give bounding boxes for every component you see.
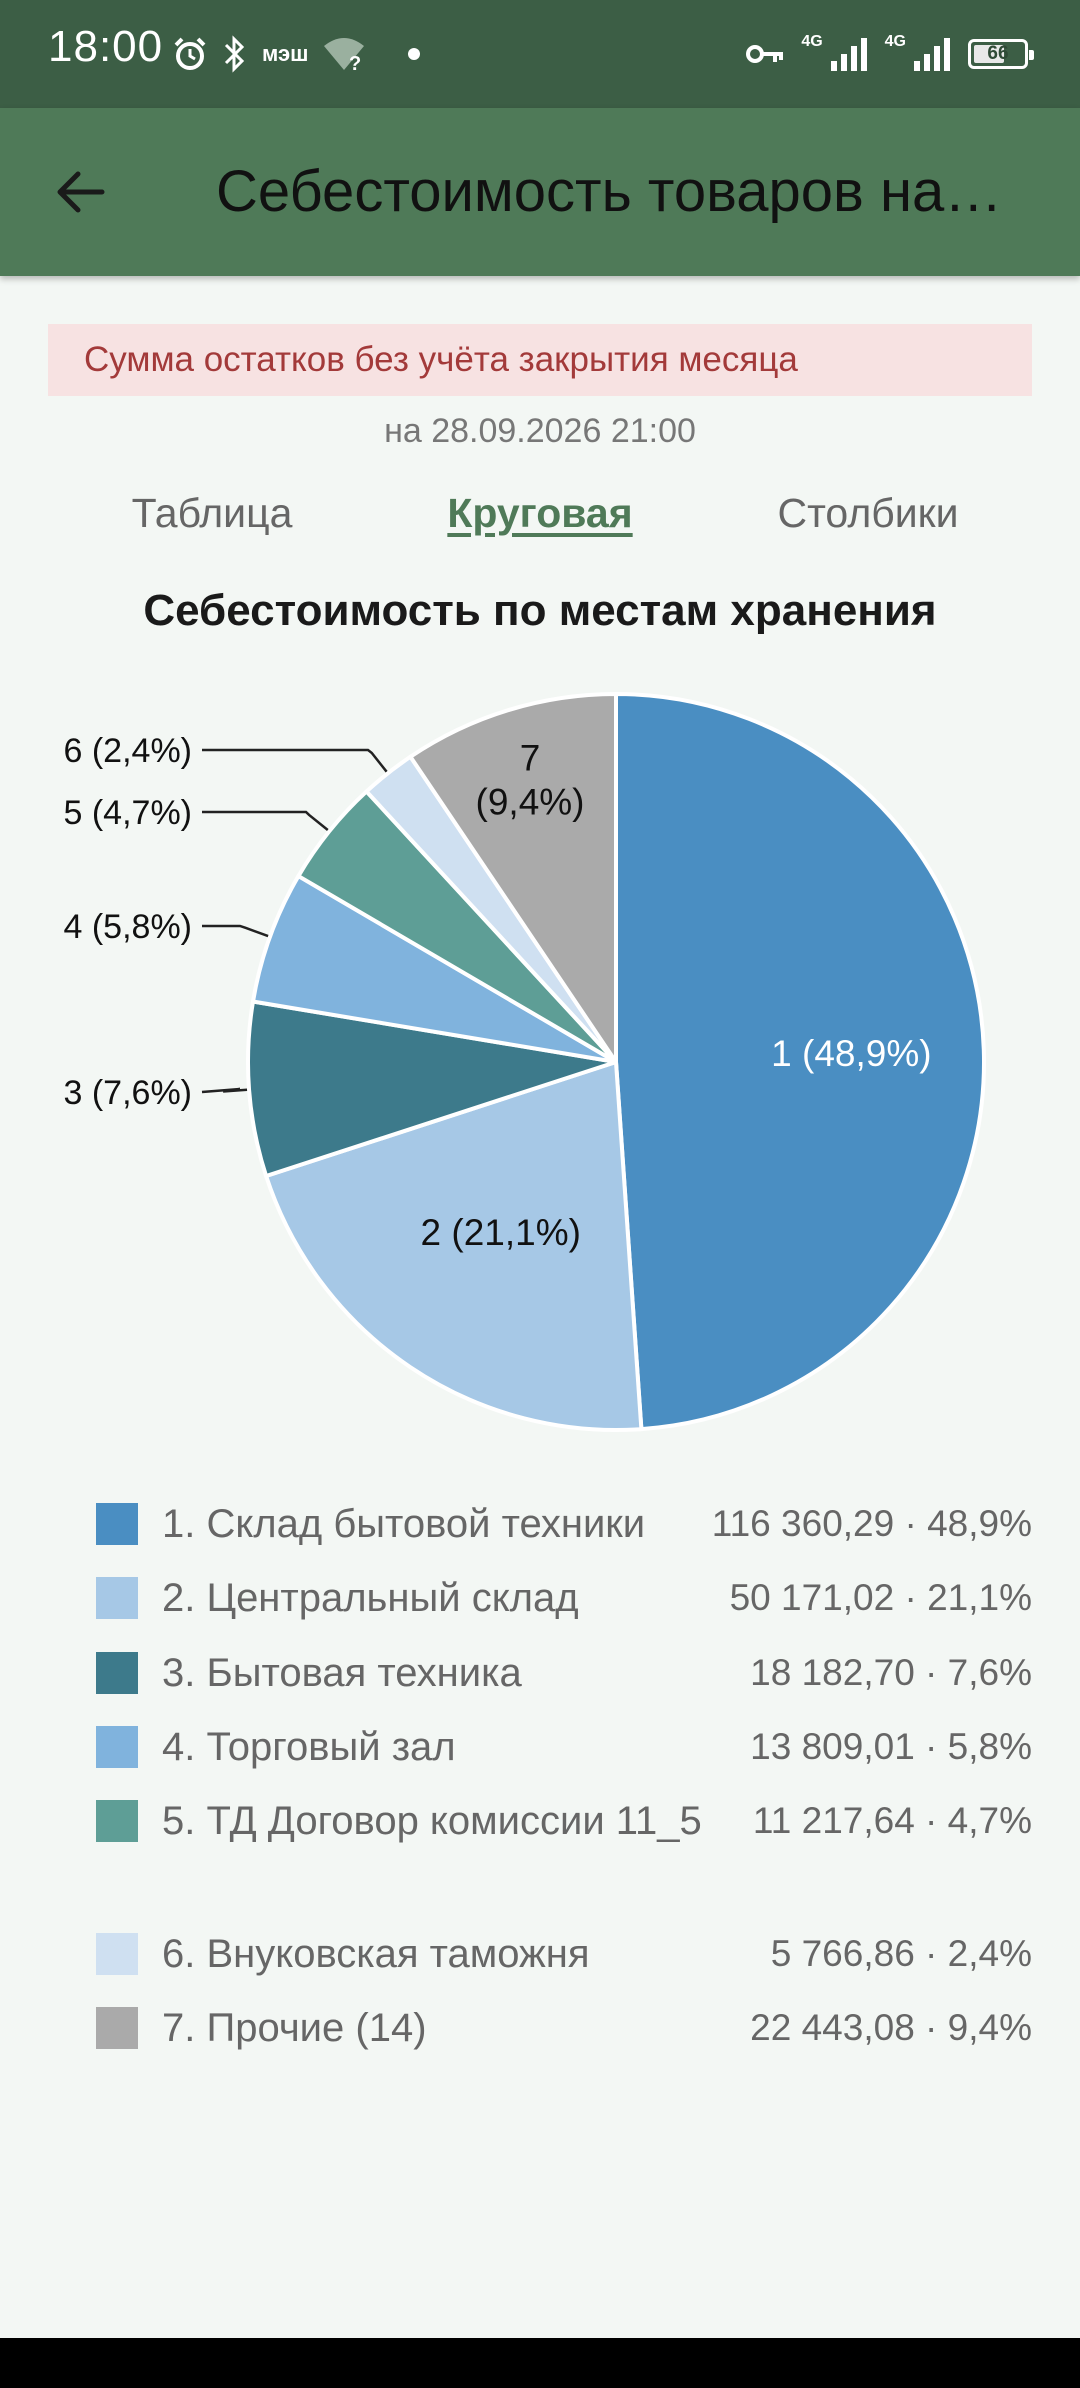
pie-label-7: 7 (9,4%): [476, 737, 585, 822]
pie-leader-3: [201, 1087, 248, 1094]
status-bar: 18:00 мэш ? 4G 4G: [0, 0, 1080, 108]
wifi-question-icon: ?: [324, 38, 365, 72]
back-button[interactable]: [44, 156, 116, 228]
chart-title: Себестоимость по местам хранения: [143, 586, 937, 635]
legend-swatch-5: [96, 1800, 138, 1842]
legend-value-7: 22 443,08 · 9,4%: [750, 2007, 1032, 2048]
legend-value-2: 50 171,02 · 21,1%: [729, 1577, 1032, 1618]
status-icons-right: 4G 4G 66: [745, 26, 1034, 82]
svg-text:?: ?: [349, 53, 361, 72]
legend-label-3: 3. Бытовая техника: [162, 1651, 522, 1695]
status-icons-left: мэш ?: [172, 28, 421, 80]
signal-icon-1: [830, 38, 867, 71]
legend-value-4: 13 809,01 · 5,8%: [750, 1726, 1032, 1767]
pie-slice-3[interactable]: [246, 999, 617, 1179]
pie-slice-2[interactable]: [263, 1059, 644, 1432]
legend-label-2: 2. Центральный склад: [162, 1576, 579, 1620]
tab-pie[interactable]: Круговая: [447, 490, 633, 536]
pie-label-3: 3 (7,6%): [64, 1074, 193, 1112]
pie-slice-1[interactable]: [614, 691, 986, 1432]
pie-label-6: 6 (2,4%): [64, 732, 193, 770]
legend-swatch-2: [96, 1577, 138, 1619]
legend-value-3: 18 182,70 · 7,6%: [750, 1652, 1032, 1693]
legend-item-6[interactable]: 6. Внуковская таможня 5 766,86 · 2,4%: [96, 1930, 1032, 1978]
signal-icon-2: [914, 38, 950, 71]
battery-icon: 66: [968, 39, 1034, 69]
legend-item-7[interactable]: 7. Прочие (14) 22 443,08 · 9,4%: [96, 2004, 1032, 2052]
legend-item-3[interactable]: 3. Бытовая техника 18 182,70 · 7,6%: [96, 1649, 1032, 1697]
battery-tip: [1029, 50, 1034, 60]
legend-swatch-4: [96, 1726, 138, 1768]
legend-label-6: 6. Внуковская таможня: [162, 1932, 590, 1976]
alarm-icon: [174, 37, 206, 70]
report-date: на 28.09.2026 21:00: [384, 412, 696, 450]
network-type-1: 4G: [801, 33, 823, 50]
pie-leader-4: [202, 924, 269, 938]
notification-dot: [408, 48, 421, 60]
pie-chart: 1 (48,9%) 2 (21,1%) 3 (7,6%) 4 (5,8%) 5 (4,7…: [64, 691, 986, 1432]
battery-level: 66: [987, 43, 1009, 64]
pie-label-4: 4 (5,8%): [64, 908, 193, 946]
pie-leader-6: [202, 748, 388, 773]
status-time: 18:00: [48, 22, 164, 71]
legend-label-7: 7. Прочие (14): [162, 2006, 427, 2050]
pie-slice-4[interactable]: [250, 873, 618, 1064]
legend-item-2[interactable]: 2. Центральный склад 50 171,02 · 21,1%: [96, 1574, 1032, 1622]
arrow-back-icon: [57, 171, 105, 213]
legend-swatch-1: [96, 1503, 138, 1545]
pie-leader-5: [202, 810, 329, 831]
system-nav-bar: [0, 2338, 1080, 2388]
legend-item-1[interactable]: 1. Склад бытовой техники 116 360,29 · 48,…: [96, 1500, 1032, 1548]
legend-label-4: 4. Торговый зал: [162, 1725, 456, 1769]
tab-bars[interactable]: Столбики: [777, 490, 959, 536]
pie-label-1: 1 (48,9%): [771, 1033, 931, 1074]
battery-fill: [974, 45, 1004, 63]
network-type-2: 4G: [884, 33, 906, 50]
pie-label-5: 5 (4,7%): [64, 794, 193, 832]
vpn-key-icon: [746, 45, 784, 63]
pie-slice-7[interactable]: [407, 691, 618, 1069]
legend-swatch-3: [96, 1652, 138, 1694]
page-title: Себестоимость товаров на…: [216, 159, 1003, 224]
warning-banner: Сумма остатков без учёта закрытия месяца: [48, 324, 1032, 396]
tab-table[interactable]: Таблица: [131, 490, 293, 536]
legend-label-1: 1. Склад бытовой техники: [162, 1502, 646, 1546]
legend-label-5: 5. ТД Договор комиссии 11_5: [162, 1799, 702, 1843]
legend-item-5[interactable]: 5. ТД Договор комиссии 11_5 11 217,64 · 4…: [96, 1797, 1032, 1845]
mesh-label: мэш: [262, 41, 309, 66]
legend-swatch-7: [96, 2007, 138, 2049]
legend-item-4[interactable]: 4. Торговый зал 13 809,01 · 5,8%: [96, 1723, 1032, 1771]
legend-value-1: 116 360,29 · 48,9%: [711, 1503, 1032, 1544]
legend-value-5: 11 217,64 · 4,7%: [752, 1800, 1032, 1841]
legend-swatch-6: [96, 1933, 138, 1975]
app-bar: Себестоимость товаров на…: [0, 108, 1080, 276]
legend-value-6: 5 766,86 · 2,4%: [770, 1933, 1032, 1974]
pie-label-2: 2 (21,1%): [421, 1212, 581, 1253]
bluetooth-icon: [224, 35, 245, 73]
